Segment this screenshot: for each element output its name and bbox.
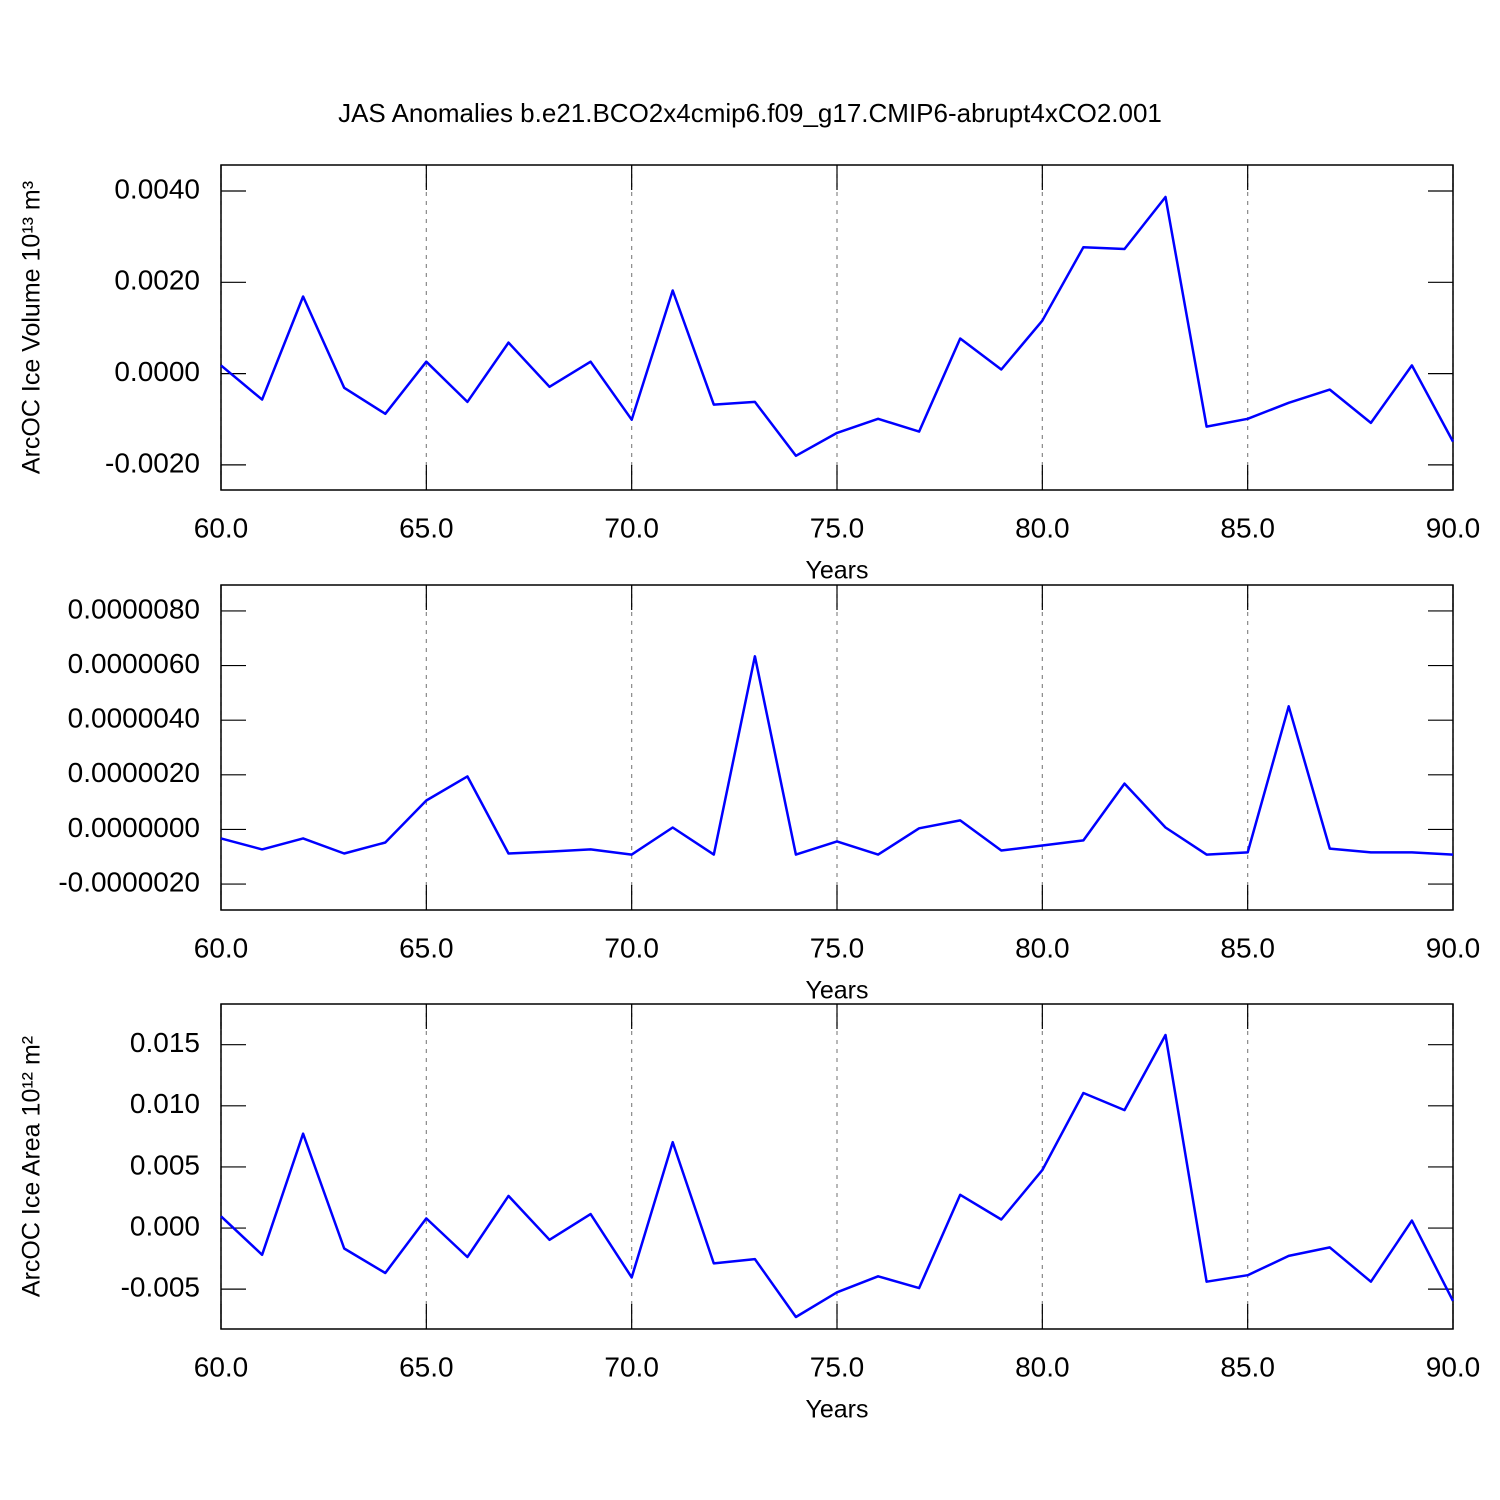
x-tick-label: 85.0 — [1220, 932, 1275, 963]
x-tick-label: 90.0 — [1426, 512, 1481, 543]
y-tick-label: -0.0000020 — [58, 866, 200, 897]
y-tick-label: 0.0000 — [114, 356, 200, 387]
y-tick-label: 0.0000040 — [68, 703, 200, 734]
x-axis-label: Years — [805, 557, 868, 585]
x-axis-label: Years — [805, 1396, 868, 1424]
data-line — [220, 655, 1454, 856]
y-tick-label: 0.010 — [130, 1088, 200, 1119]
x-tick-label: 70.0 — [604, 932, 659, 963]
y-tick-label: 0.015 — [130, 1027, 200, 1058]
y-tick-label: 0.0000000 — [68, 812, 200, 843]
x-tick-label: 75.0 — [810, 1351, 865, 1382]
y-tick-label: 0.0040 — [114, 173, 200, 204]
y-tick-label: 0.0000060 — [68, 648, 200, 679]
x-tick-label: 80.0 — [1015, 1351, 1070, 1382]
x-tick-label: 60.0 — [194, 932, 249, 963]
x-tick-label: 80.0 — [1015, 512, 1070, 543]
x-tick-label: 75.0 — [810, 932, 865, 963]
x-tick-label: 65.0 — [399, 1351, 454, 1382]
x-tick-label: 60.0 — [194, 512, 249, 543]
plot-frame — [220, 164, 1454, 491]
y-tick-label: 0.005 — [130, 1149, 200, 1180]
chart-title: JAS Anomalies b.e21.BCO2x4cmip6.f09_g17.… — [338, 98, 1162, 128]
x-tick-label: 80.0 — [1015, 932, 1070, 963]
y-axis-label: ArcOC Ice Area 10¹² m² — [18, 1036, 46, 1297]
y-tick-label: 0.0020 — [114, 265, 200, 296]
data-line — [220, 195, 1455, 458]
x-tick-label: 75.0 — [810, 512, 865, 543]
x-tick-label: 65.0 — [399, 932, 454, 963]
y-tick-label: 0.0000080 — [68, 593, 200, 624]
x-tick-label: 70.0 — [604, 1351, 659, 1382]
y-tick-label: 0.000 — [130, 1210, 200, 1241]
x-tick-label: 60.0 — [194, 1351, 249, 1382]
plot-frame — [220, 1003, 1454, 1330]
data-line — [220, 1033, 1455, 1319]
x-tick-label: 90.0 — [1426, 1351, 1481, 1382]
x-tick-label: 90.0 — [1426, 932, 1481, 963]
y-tick-label: 0.0000020 — [68, 757, 200, 788]
x-tick-label: 65.0 — [399, 512, 454, 543]
y-axis-label: ArcOC Ice Volume 10¹³ m³ — [18, 181, 46, 474]
x-tick-label: 70.0 — [604, 512, 659, 543]
x-axis-label: Years — [805, 977, 868, 1005]
y-tick-label: -0.0020 — [105, 447, 200, 478]
plot-frame — [220, 584, 1454, 911]
x-tick-label: 85.0 — [1220, 512, 1275, 543]
y-tick-label: -0.005 — [121, 1272, 200, 1303]
x-tick-label: 85.0 — [1220, 1351, 1275, 1382]
